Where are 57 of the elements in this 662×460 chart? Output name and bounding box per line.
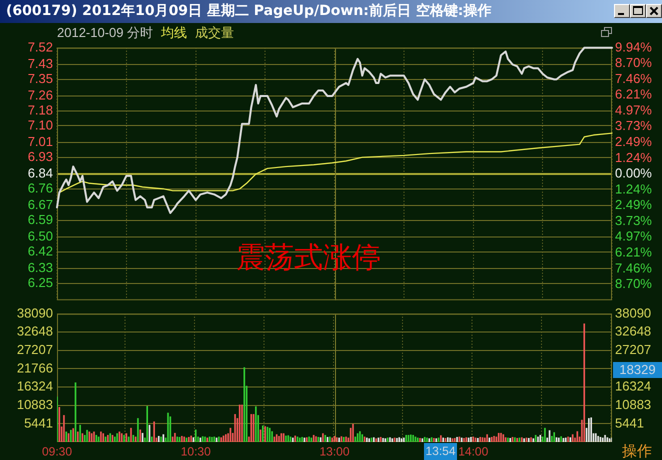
y2-tick-label: 4.97% bbox=[615, 102, 652, 118]
y2-tick-label: 5441 bbox=[615, 415, 644, 430]
y-tick-label: 6.93 bbox=[28, 148, 53, 164]
y-tick-label: 6.50 bbox=[28, 228, 53, 244]
y-tick-label: 6.76 bbox=[28, 180, 53, 196]
annotation: 震荡式涨停 bbox=[236, 242, 381, 274]
y-tick-label: 7.26 bbox=[28, 88, 53, 103]
y2-tick-label: 0.00% bbox=[615, 166, 652, 181]
y-tick-label: 32648 bbox=[16, 324, 53, 339]
y-tick-label: 6.25 bbox=[28, 275, 53, 290]
x-tick-label: 13:00 bbox=[319, 444, 350, 459]
y2-tick-label: 6.21% bbox=[615, 86, 652, 102]
y2-tick-label: 6.21% bbox=[615, 244, 652, 260]
y2-tick-label: 1.24% bbox=[615, 181, 652, 196]
y-tick-label: 7.01 bbox=[28, 134, 53, 150]
y-tick-label: 6.59 bbox=[28, 212, 53, 227]
y2-tick-label: 7.46% bbox=[615, 260, 652, 276]
y2-tick-label: 27207 bbox=[615, 342, 652, 358]
text: 均线 bbox=[161, 25, 188, 40]
chart-subtitle: 2012-10-09 分时 bbox=[57, 25, 154, 40]
x-tick-label: 10:30 bbox=[180, 444, 212, 459]
chart-title: (600179) 2012年10月09日 星期二 PageUp/Down:前后日 空格键:操作 bbox=[6, 3, 492, 20]
y2-tick-label: 16324 bbox=[615, 378, 652, 394]
y-tick-label: 21766 bbox=[16, 360, 53, 376]
y-tick-label: 7.35 bbox=[28, 70, 53, 86]
text: 成交量 bbox=[195, 25, 234, 40]
x-tick-label: 14:00 bbox=[458, 444, 489, 459]
y-tick-label: 6.67 bbox=[28, 197, 53, 212]
text: 操作 bbox=[621, 443, 653, 460]
y-tick-label: 38090 bbox=[16, 305, 53, 320]
y2-tick-label: 10883 bbox=[615, 396, 652, 412]
y2-tick-label: 3.73% bbox=[615, 118, 652, 134]
y-tick-label: 5441 bbox=[24, 415, 53, 430]
y-tick-label: 6.84 bbox=[28, 166, 53, 181]
y-tick-label: 7.10 bbox=[28, 117, 53, 132]
y2-tick-label: 8.70% bbox=[615, 276, 652, 292]
y-tick-label: 16324 bbox=[16, 378, 53, 394]
text: 18329 bbox=[613, 362, 662, 378]
y-tick-label: 27207 bbox=[16, 342, 53, 358]
y2-tick-label: 9.94% bbox=[615, 39, 652, 54]
y2-tick-label: 32648 bbox=[615, 324, 652, 339]
y2-tick-label: 1.24% bbox=[615, 150, 652, 165]
text: 13:54 bbox=[424, 443, 457, 460]
y-tick-label: 7.52 bbox=[28, 39, 53, 54]
y2-tick-label: 2.49% bbox=[615, 134, 652, 149]
y2-tick-label: 4.97% bbox=[615, 228, 652, 244]
y2-tick-label: 8.70% bbox=[615, 55, 652, 70]
y-tick-label: 6.33 bbox=[28, 260, 53, 276]
y2-tick-label: 7.46% bbox=[615, 70, 652, 86]
y-tick-label: 6.42 bbox=[28, 244, 53, 259]
y-tick-label: 7.18 bbox=[28, 102, 53, 118]
y2-tick-label: 3.73% bbox=[615, 212, 652, 228]
y-tick-label: 10883 bbox=[16, 396, 53, 412]
y2-tick-label: 38090 bbox=[615, 305, 652, 320]
y2-tick-label: 2.49% bbox=[615, 197, 652, 212]
y-tick-label: 7.43 bbox=[28, 56, 53, 72]
x-tick-label: 09:30 bbox=[42, 444, 72, 459]
